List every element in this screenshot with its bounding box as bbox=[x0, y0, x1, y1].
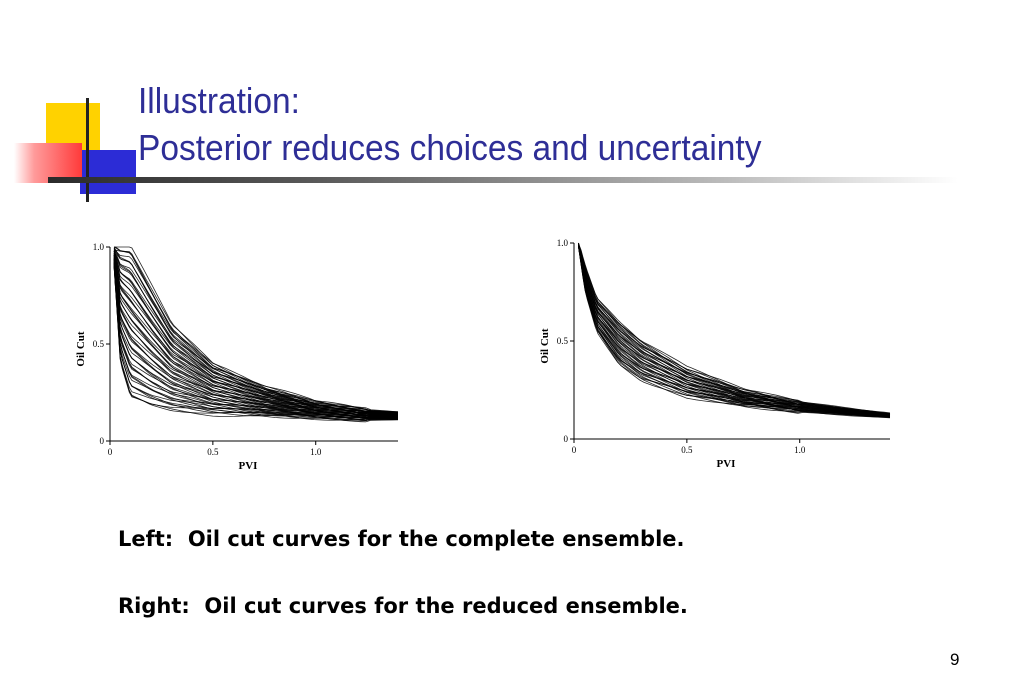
ensemble-curve bbox=[578, 242, 891, 414]
ensemble-curve bbox=[114, 246, 399, 413]
y-axis-label: Oil Cut bbox=[75, 331, 87, 366]
x-tick-label: 1.0 bbox=[310, 447, 322, 457]
decor-vertical-line bbox=[86, 98, 89, 202]
x-tick-label: 0 bbox=[108, 447, 113, 457]
ensemble-curve bbox=[113, 249, 399, 414]
caption-right: Right: Oil cut curves for the reduced en… bbox=[118, 594, 688, 618]
caption-left: Left: Oil cut curves for the complete en… bbox=[118, 527, 685, 551]
x-tick-label: 0 bbox=[572, 445, 577, 455]
ensemble-curve bbox=[578, 243, 891, 415]
ensemble-curve bbox=[113, 251, 399, 414]
ensemble-curve bbox=[113, 253, 399, 415]
y-tick-label: 0 bbox=[100, 436, 105, 446]
y-axis-label: Oil Cut bbox=[539, 328, 551, 363]
y-tick-label: 0 bbox=[564, 434, 569, 444]
decor-red-gradient-bar bbox=[14, 143, 82, 183]
x-tick-label: 0.5 bbox=[681, 445, 693, 455]
y-tick-label: 1.0 bbox=[557, 238, 569, 248]
curve-group bbox=[113, 246, 399, 423]
ensemble-curve bbox=[578, 246, 891, 417]
ensemble-curve bbox=[113, 258, 398, 419]
y-tick-label: 1.0 bbox=[93, 242, 105, 252]
ensemble-curve bbox=[114, 246, 399, 413]
x-tick-label: 0.5 bbox=[207, 447, 219, 457]
decor-blue-square bbox=[80, 150, 136, 194]
y-tick-label: 0.5 bbox=[557, 336, 569, 346]
slide-title-line-1: Illustration: bbox=[138, 80, 300, 121]
ensemble-curve bbox=[578, 243, 891, 415]
ensemble-curve bbox=[578, 244, 891, 416]
curve-group bbox=[578, 242, 891, 419]
x-tick-label: 1.0 bbox=[794, 445, 806, 455]
ensemble-curve bbox=[578, 243, 891, 415]
title-underline bbox=[48, 177, 958, 183]
ensemble-curve bbox=[113, 250, 399, 414]
y-tick-label: 0.5 bbox=[93, 339, 105, 349]
x-axis-label: PVI bbox=[239, 460, 258, 472]
ensemble-curve bbox=[113, 254, 398, 417]
page-number: 9 bbox=[950, 650, 960, 669]
slide-title-line-2: Posterior reduces choices and uncertaint… bbox=[138, 127, 762, 168]
ensemble-curve bbox=[113, 252, 399, 415]
chart-reduced-ensemble: 0 0.5 1.0 0 0.5 1.0 PVI Oil Cut bbox=[539, 238, 891, 470]
chart-complete-ensemble: 0 0.5 1.0 0 0.5 1.0 PVI Oil Cut bbox=[75, 242, 399, 472]
x-axis-label: PVI bbox=[717, 458, 736, 470]
